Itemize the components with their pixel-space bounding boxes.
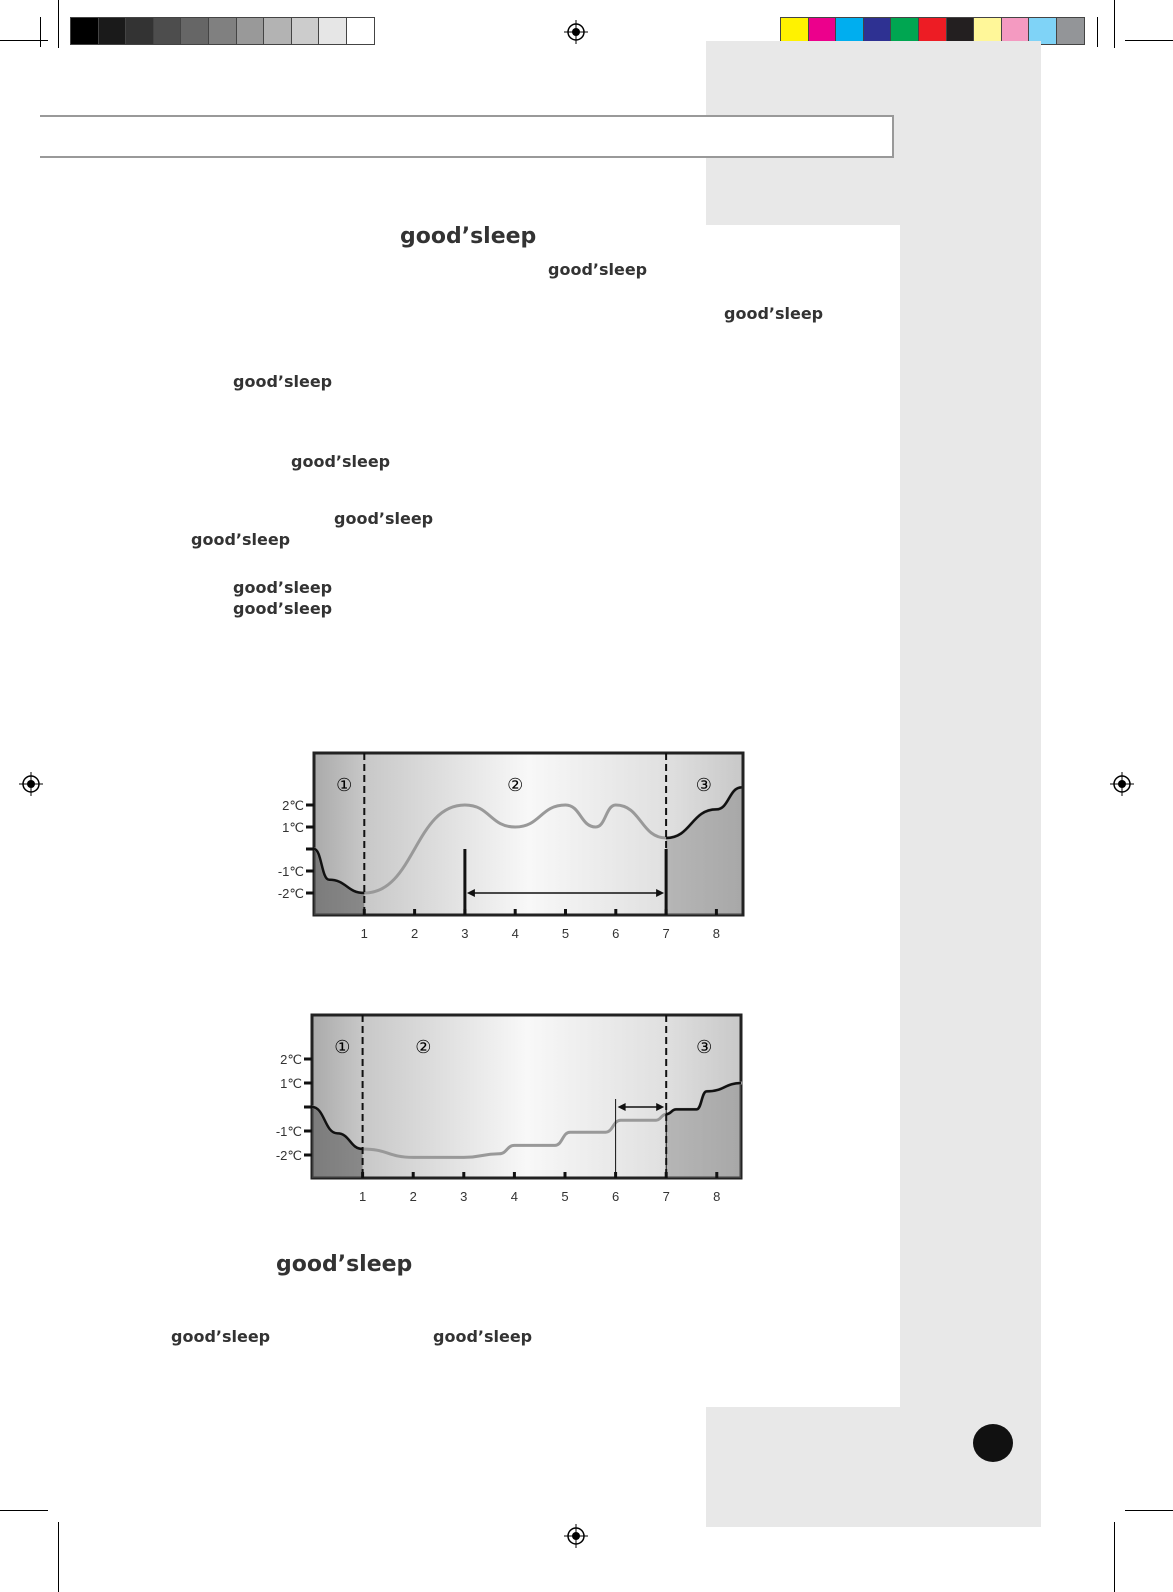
grayscale-swatch <box>125 17 154 45</box>
x-tick-label: 8 <box>713 1189 720 1204</box>
registration-mark-icon <box>19 772 43 800</box>
crop-mark <box>1097 17 1098 47</box>
grayscale-swatch <box>346 17 375 45</box>
series-line-zone1 <box>314 847 365 895</box>
zone-label: ② <box>507 775 523 796</box>
registration-mark-icon <box>1110 772 1134 800</box>
x-tick-label: 3 <box>461 926 468 941</box>
y-tick-label: 2℃ <box>280 1052 302 1067</box>
crop-mark <box>1114 1522 1115 1592</box>
sidebar-band <box>900 225 1041 1407</box>
heading-good-sleep: good’sleep <box>400 224 537 249</box>
y-tick-label: -1℃ <box>276 1124 302 1139</box>
inline-good-sleep: good’sleep <box>233 372 333 391</box>
y-tick-label: -1℃ <box>278 864 304 879</box>
y-tick-label: 1℃ <box>282 820 304 835</box>
page-number-circle <box>973 1424 1013 1462</box>
color-swatch <box>1000 17 1030 45</box>
grayscale-swatch <box>70 17 99 45</box>
y-tick-label: 1℃ <box>280 1076 302 1091</box>
zone-3-fill <box>666 787 742 915</box>
crop-mark <box>58 0 59 48</box>
grayscale-swatch <box>318 17 347 45</box>
x-tick-label: 3 <box>460 1189 467 1204</box>
zone-3-fill <box>666 1083 742 1178</box>
x-tick-label: 4 <box>512 926 519 941</box>
x-tick-label: 2 <box>410 1189 417 1204</box>
inline-good-sleep: good’sleep <box>724 304 824 323</box>
color-swatch <box>1028 17 1057 45</box>
heading-good-sleep-2: good’sleep <box>276 1252 413 1277</box>
grayscale-swatch <box>290 17 320 45</box>
inline-good-sleep: good’sleep <box>291 452 391 471</box>
y-tick-label: 2℃ <box>282 798 304 813</box>
inline-good-sleep: good’sleep <box>433 1327 533 1346</box>
crop-mark <box>0 1510 48 1511</box>
x-tick-label: 5 <box>561 1189 568 1204</box>
x-tick-label: 7 <box>662 926 669 941</box>
inline-good-sleep: good’sleep <box>171 1327 271 1346</box>
x-tick-label: 1 <box>359 1189 366 1204</box>
x-tick-label: 8 <box>713 926 720 941</box>
x-tick-label: 6 <box>612 1189 619 1204</box>
x-tick-label: 6 <box>612 926 619 941</box>
inline-good-sleep: good’sleep <box>548 260 648 279</box>
inline-good-sleep: good’sleep <box>191 530 291 549</box>
series-line-zone3 <box>666 786 742 840</box>
registration-mark-icon <box>564 20 588 48</box>
grayscale-swatch <box>180 17 209 45</box>
crop-mark <box>1125 1510 1173 1511</box>
zone-label: ① <box>334 1037 350 1058</box>
registration-mark-icon <box>564 1524 588 1552</box>
crop-mark <box>0 40 48 41</box>
zone-label: ① <box>336 775 352 796</box>
y-tick-label: -2℃ <box>278 886 304 901</box>
section-header-box <box>40 115 894 158</box>
inline-good-sleep: good’sleep <box>233 599 333 618</box>
zone-label: ③ <box>696 1037 712 1058</box>
grayscale-swatch <box>97 17 127 45</box>
color-swatch <box>1056 17 1085 45</box>
crop-mark <box>1125 40 1173 41</box>
x-tick-label: 4 <box>511 1189 518 1204</box>
color-swatch <box>780 17 809 45</box>
inline-good-sleep: good’sleep <box>334 509 434 528</box>
zone-label: ② <box>415 1037 431 1058</box>
inline-good-sleep: good’sleep <box>233 578 333 597</box>
crop-mark <box>40 17 41 47</box>
crop-mark <box>58 1522 59 1592</box>
y-tick-label: -2℃ <box>276 1148 302 1163</box>
x-tick-label: 5 <box>562 926 569 941</box>
x-tick-label: 7 <box>663 1189 670 1204</box>
grayscale-swatch <box>263 17 292 45</box>
crop-mark <box>1114 0 1115 48</box>
zone-label: ③ <box>696 775 712 796</box>
series-line-zone3 <box>666 1081 742 1116</box>
x-tick-label: 1 <box>361 926 368 941</box>
zone-1-fill <box>312 1107 363 1178</box>
x-tick-label: 2 <box>411 926 418 941</box>
